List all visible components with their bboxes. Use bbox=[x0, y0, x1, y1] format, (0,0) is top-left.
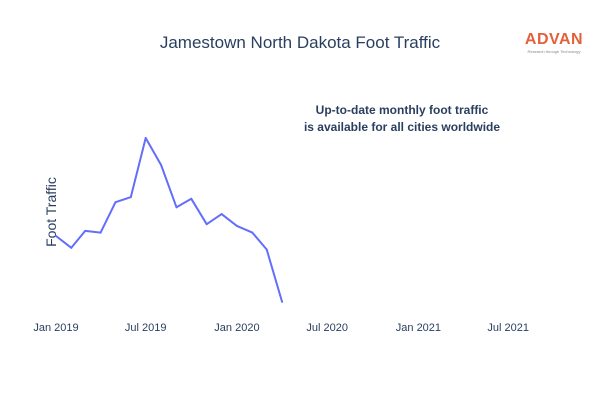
x-tick-label: Jul 2020 bbox=[306, 322, 348, 334]
data-point bbox=[190, 197, 193, 200]
x-tick-label: Jul 2021 bbox=[487, 322, 529, 334]
annotation-line: is available for all cities worldwide bbox=[303, 120, 501, 134]
x-tick-label: Jan 2021 bbox=[395, 322, 442, 334]
data-point bbox=[205, 223, 208, 226]
series-line bbox=[55, 137, 284, 303]
data-point bbox=[84, 229, 87, 232]
chart-title: Jamestown North Dakota Foot Traffic bbox=[159, 33, 441, 52]
data-point bbox=[235, 224, 238, 227]
data-point bbox=[251, 231, 254, 234]
data-point bbox=[114, 201, 117, 204]
data-point bbox=[220, 213, 223, 216]
annotation-line: Up-to-date monthly foot traffic bbox=[315, 103, 489, 117]
data-point bbox=[175, 206, 178, 209]
data-point bbox=[99, 231, 102, 234]
x-tick-label: Jan 2019 bbox=[33, 322, 79, 334]
data-point bbox=[129, 196, 132, 199]
data-point bbox=[55, 235, 57, 237]
x-tick-label: Jul 2019 bbox=[124, 322, 167, 334]
data-point bbox=[281, 300, 284, 303]
data-point bbox=[144, 137, 147, 139]
data-point bbox=[70, 246, 73, 249]
x-tick-label: Jan 2020 bbox=[214, 322, 260, 334]
brand-tagline: Research through Technology bbox=[527, 49, 581, 54]
chart-annotation: Up-to-date monthly foot traffic is avail… bbox=[262, 102, 542, 136]
advan-logo: ADVAN Research through Technology bbox=[519, 31, 589, 54]
brand-name: ADVAN bbox=[524, 31, 584, 48]
data-point bbox=[265, 248, 268, 251]
data-point bbox=[160, 164, 163, 166]
